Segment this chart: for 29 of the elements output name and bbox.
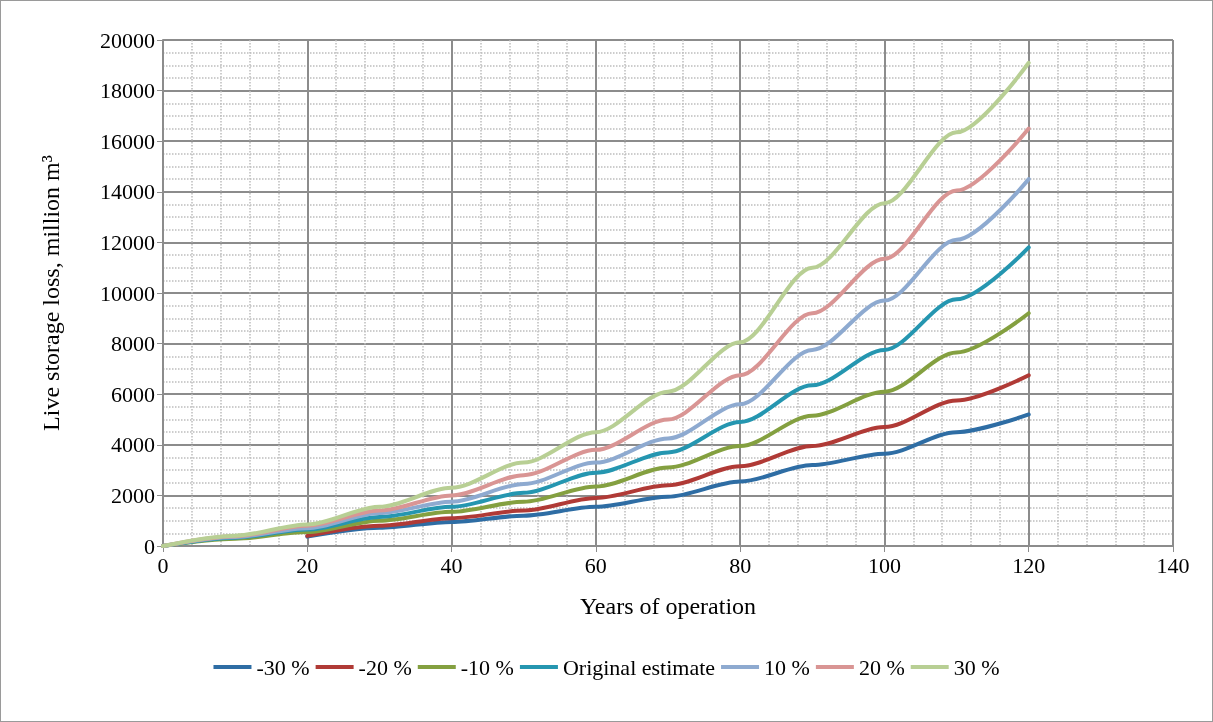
- y-axis-title: Live storage loss, million m³: [38, 155, 64, 431]
- x-tick-label: 60: [584, 552, 607, 578]
- legend-label: -30 %: [256, 654, 310, 680]
- x-tick-label: 100: [867, 552, 901, 578]
- y-tick-label: 8000: [111, 331, 155, 357]
- y-tick-label: 10000: [100, 280, 155, 306]
- legend-label: Original estimate: [562, 654, 716, 680]
- y-tick-label: 4000: [111, 432, 155, 458]
- y-tick-label: 2000: [111, 482, 155, 508]
- x-axis-title: Years of operation: [579, 593, 757, 619]
- legend-label: -10 %: [460, 654, 514, 680]
- x-tick-label: 120: [1012, 552, 1046, 578]
- legend-label: 30 %: [953, 654, 1000, 680]
- y-tick-label: 0: [144, 533, 155, 559]
- line-series: [305, 412, 1031, 539]
- y-tick-label: 18000: [100, 78, 155, 104]
- x-tick-label: 40: [440, 552, 463, 578]
- y-tick-label: 20000: [100, 27, 155, 53]
- line-series: [305, 373, 1031, 538]
- x-tick-label: 20: [296, 552, 319, 578]
- legend-label: -20 %: [358, 654, 412, 680]
- x-tick-label: 140: [1156, 552, 1190, 578]
- legend-label: 20 %: [858, 654, 905, 680]
- y-tick-label: 12000: [100, 229, 155, 255]
- y-tick-label: 6000: [111, 381, 155, 407]
- legend-label: 10 %: [764, 654, 810, 680]
- y-tick-label: 16000: [100, 128, 155, 154]
- y-tick-label: 14000: [100, 179, 155, 205]
- x-tick-label: 80: [729, 552, 752, 578]
